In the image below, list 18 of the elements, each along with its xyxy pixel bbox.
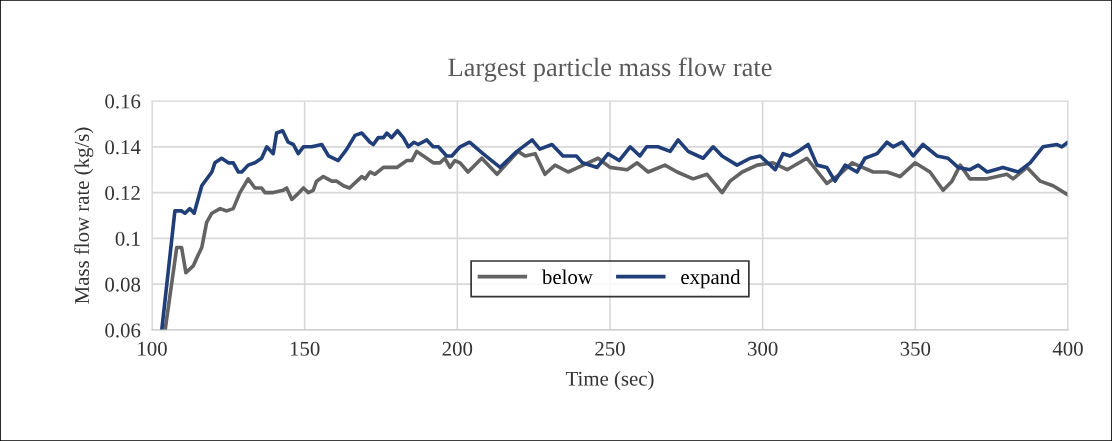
x-tick-label: 350: [900, 341, 931, 356]
x-tick-label: 400: [1052, 341, 1083, 356]
x-tick-label: 100: [138, 341, 167, 356]
y-tick-label: 0.1: [115, 231, 140, 246]
legend-label: expand: [681, 269, 741, 289]
y-tick-label: 0.12: [105, 185, 140, 201]
chart-title: Largest particle mass flow rate: [448, 57, 772, 82]
x-tick-label: 200: [442, 341, 473, 356]
x-tick-label: 300: [748, 341, 778, 356]
y-tick-label: 0.06: [105, 323, 141, 338]
y-tick-label: 0.14: [105, 140, 141, 155]
y-tick-label: 0.16: [105, 94, 141, 109]
x-tick-label: 250: [595, 341, 625, 356]
x-tick-label: 150: [290, 341, 320, 356]
legend-label: below: [541, 269, 593, 285]
y-axis-title: Mass flow rate (kg/s): [74, 127, 94, 304]
y-tick-label: 0.08: [105, 277, 141, 292]
x-axis-title: Time (sec): [565, 371, 654, 391]
